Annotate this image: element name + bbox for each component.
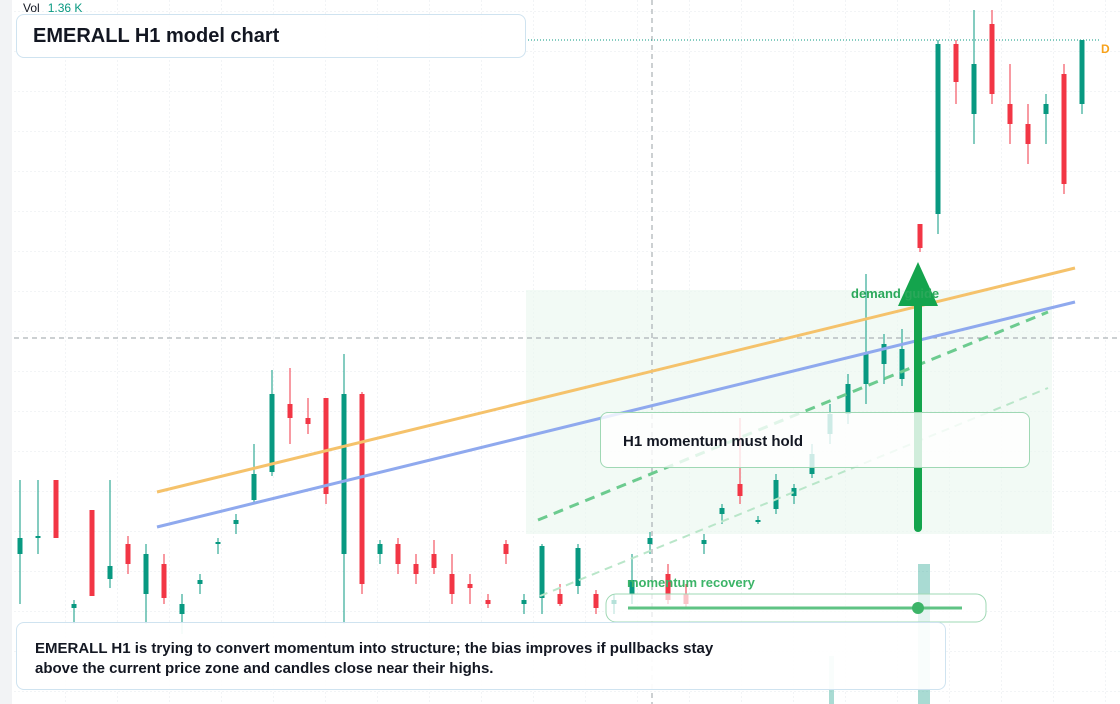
- note-box: EMERALL H1 is trying to convert momentum…: [16, 622, 946, 690]
- dashed-guide-faint: [539, 387, 1049, 597]
- candle-body: [737, 484, 743, 496]
- candle-body: [485, 600, 491, 604]
- candle-body: [557, 594, 563, 604]
- candle-body: [161, 564, 167, 598]
- candle-body: [89, 510, 95, 596]
- candle-body: [359, 394, 365, 584]
- candle-body: [35, 536, 41, 538]
- candle-body: [467, 584, 473, 588]
- candle-body: [899, 349, 905, 379]
- candle-body: [197, 580, 203, 584]
- candle-body: [701, 540, 707, 544]
- candle-body: [1007, 104, 1013, 124]
- volume-label: Vol: [23, 1, 40, 15]
- candle-body: [1061, 74, 1067, 184]
- candle-body: [791, 488, 797, 496]
- candle-body: [881, 344, 887, 364]
- candle-body: [287, 404, 293, 418]
- candle-body: [233, 520, 239, 524]
- candle-body: [1025, 124, 1031, 144]
- candle-body: [341, 394, 347, 554]
- title-box: EMERALL H1 model chart: [16, 14, 526, 58]
- candle-body: [917, 224, 923, 248]
- candles: [17, 10, 1085, 634]
- candle-body: [971, 64, 977, 114]
- candle-body: [989, 24, 995, 94]
- candle-body: [269, 394, 275, 472]
- candle-body: [179, 604, 185, 614]
- candle-body: [953, 44, 959, 82]
- candle-body: [449, 574, 455, 594]
- candle-body: [665, 574, 671, 600]
- volume-value: 1.36 K: [47, 1, 83, 15]
- candle-body: [53, 480, 59, 538]
- chart-title: EMERALL H1 model chart: [33, 25, 280, 47]
- candle-body: [773, 480, 779, 509]
- candle-body: [17, 538, 23, 554]
- candle-body: [323, 398, 329, 494]
- note: EMERALL H1 is trying to convert momentum…: [35, 640, 714, 677]
- candle-body: [575, 548, 581, 586]
- candle-body: [539, 546, 545, 598]
- candle-body: [251, 474, 257, 500]
- candle-body: [413, 564, 419, 574]
- candle-body: [143, 554, 149, 594]
- candle-body: [647, 538, 653, 544]
- candle-body: [503, 544, 509, 554]
- candle-body: [593, 594, 599, 608]
- candle-body: [719, 508, 725, 514]
- candle-body: [935, 44, 941, 214]
- candle-body: [125, 544, 131, 564]
- candle-body: [863, 354, 869, 384]
- candle-body: [71, 604, 77, 608]
- candle-body: [629, 580, 635, 594]
- candle-body: [521, 600, 527, 604]
- candle-body: [215, 542, 221, 544]
- candle-body: [845, 384, 851, 414]
- volume-legend: Vol 1.36 K: [23, 1, 82, 15]
- candle-body: [305, 418, 311, 424]
- annotation-box: H1 momentum must hold: [600, 412, 1030, 468]
- candle-body: [431, 554, 437, 568]
- badge: D: [1101, 42, 1110, 56]
- arrow-head: [898, 262, 938, 306]
- annotation: H1 momentum must hold: [623, 433, 804, 450]
- annotation: momentum recovery: [627, 575, 756, 590]
- candle-body: [755, 520, 761, 522]
- candle-body: [395, 544, 401, 564]
- annotation: demand guide: [851, 286, 939, 301]
- candle-body: [1043, 104, 1049, 114]
- candle-body: [377, 544, 383, 554]
- candle-body: [1079, 40, 1085, 104]
- left-strip: [0, 0, 12, 704]
- recovery-dot: [912, 602, 924, 614]
- candle-body: [107, 566, 113, 579]
